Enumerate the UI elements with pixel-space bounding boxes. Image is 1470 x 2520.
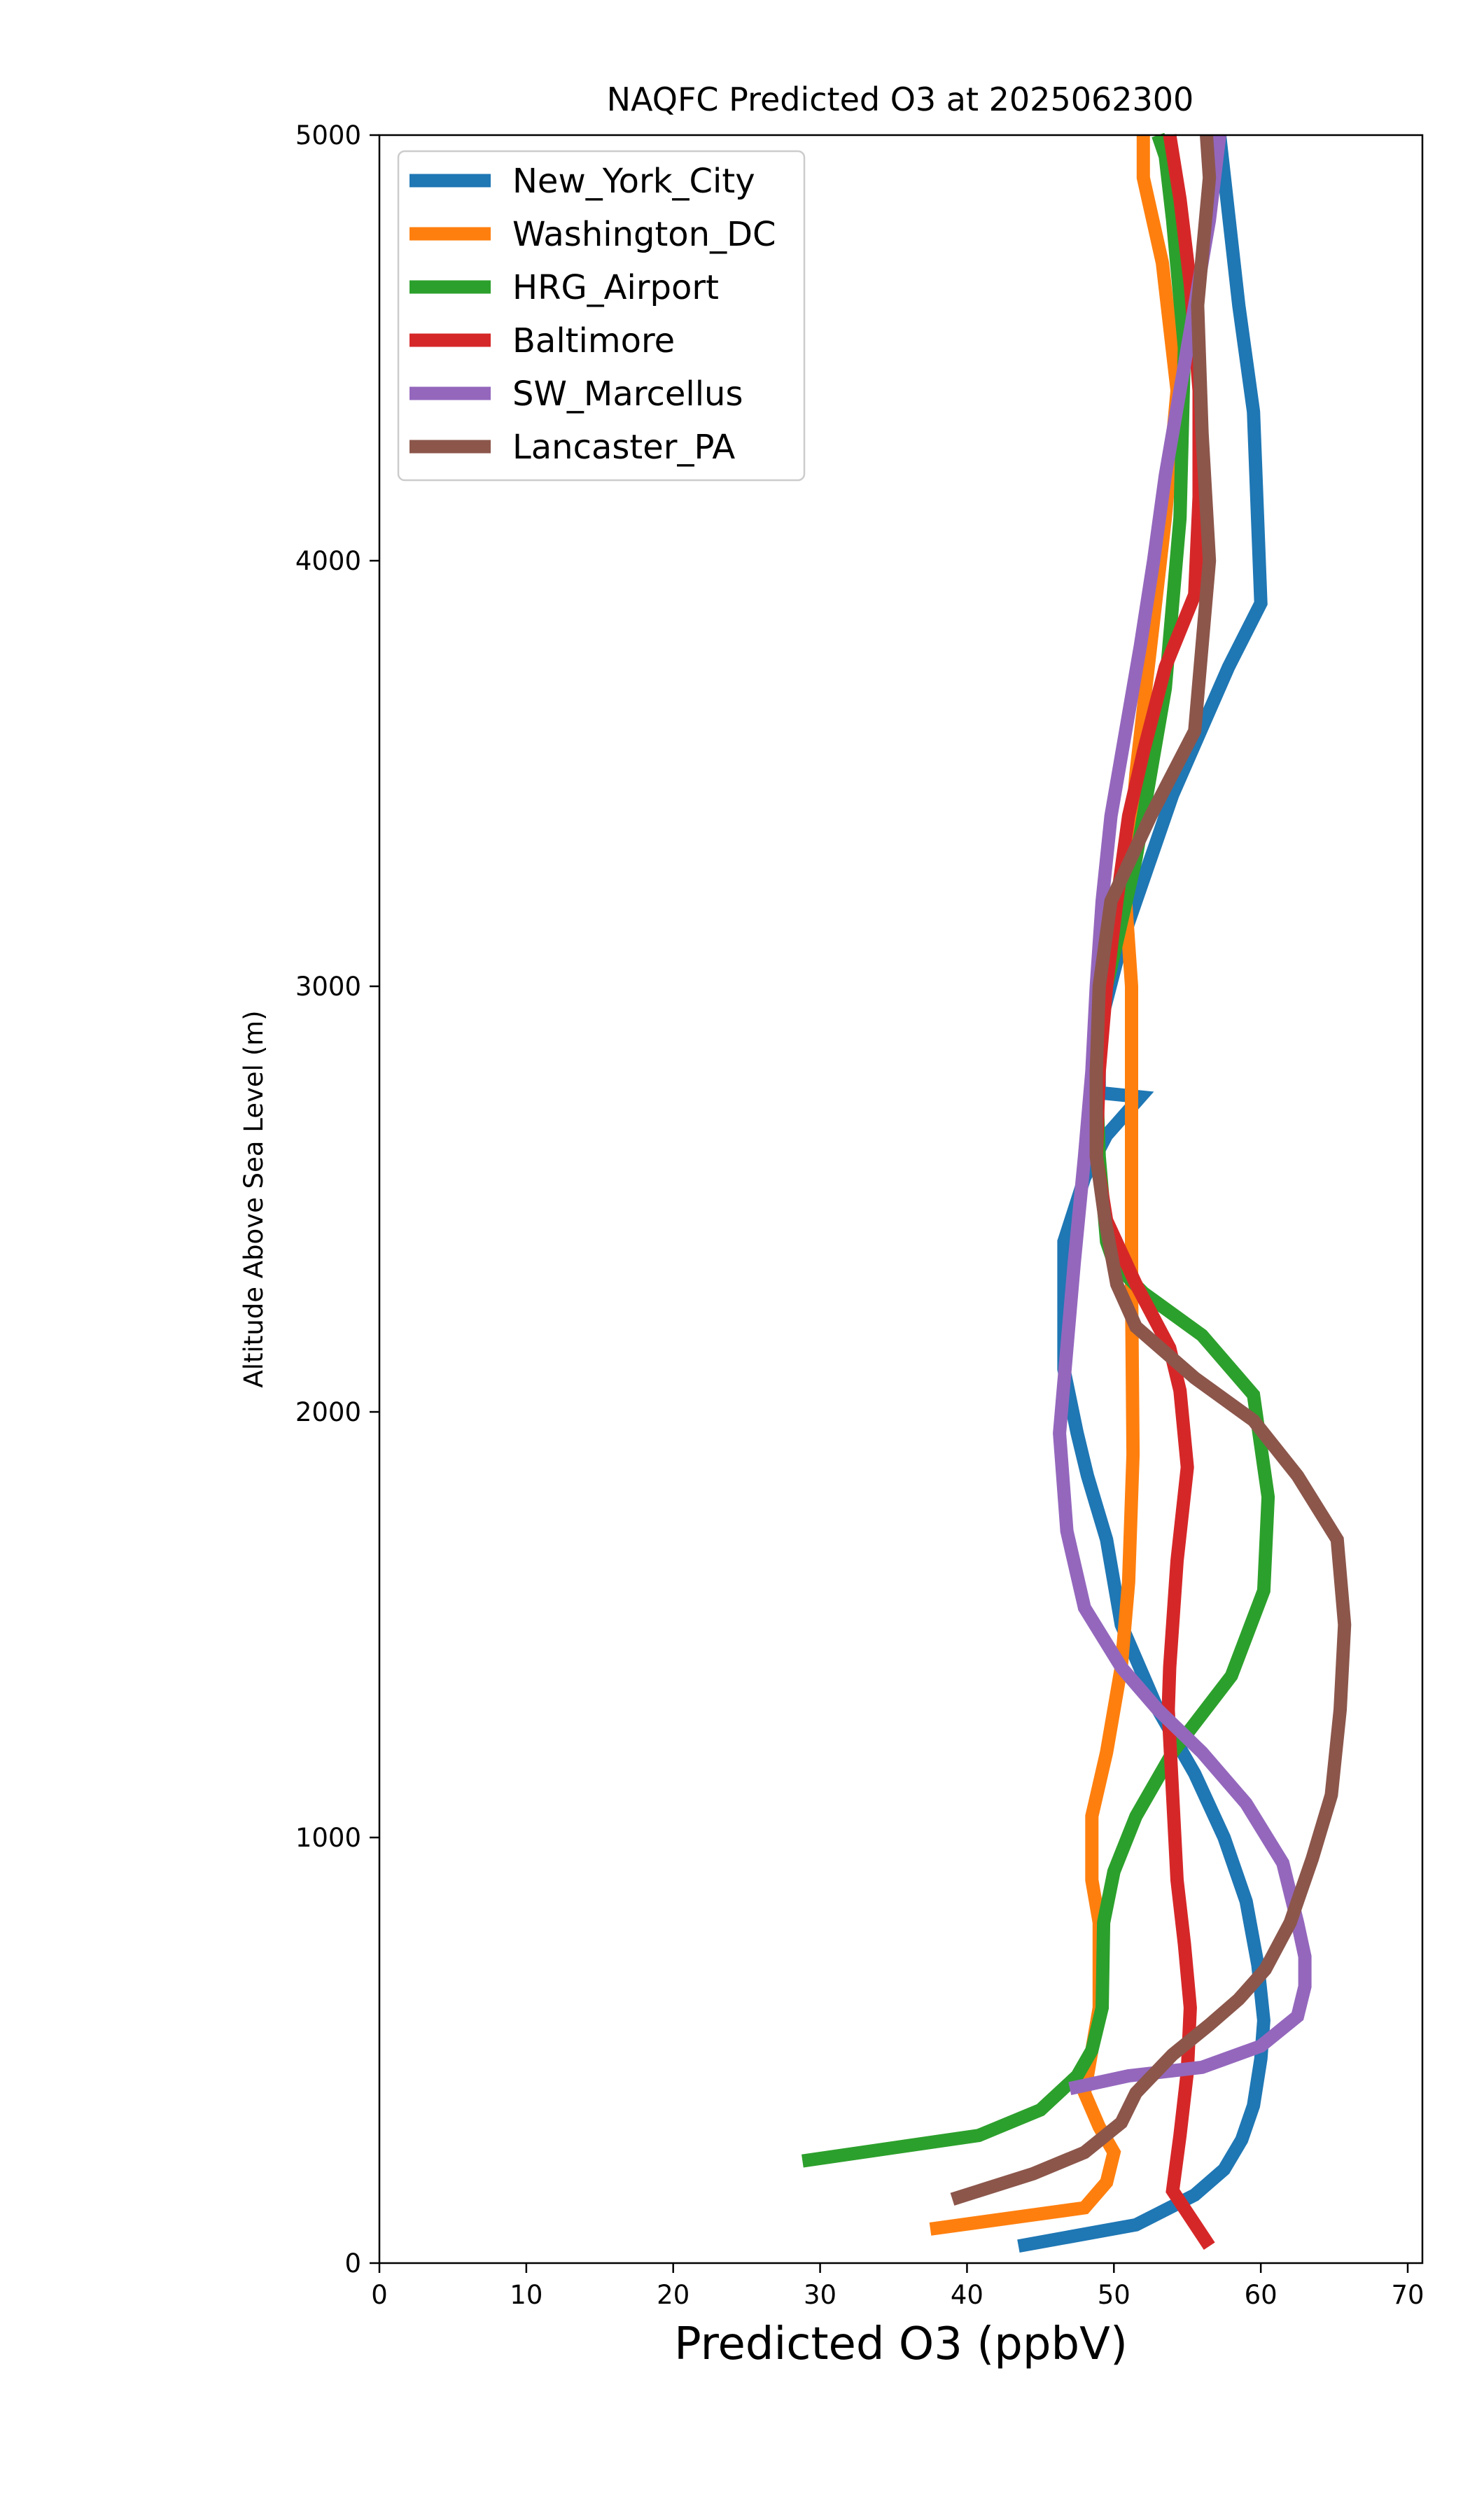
x-tick-label-5: 50 <box>1098 2280 1130 2310</box>
y-tick-label-3: 3000 <box>295 972 361 1002</box>
chart-title: NAQFC Predicted O3 at 2025062300 <box>607 80 1194 118</box>
series-line-3 <box>1089 134 1215 2250</box>
legend-label-4: SW_Marcellus <box>512 374 743 414</box>
x-tick-label-7: 70 <box>1391 2280 1424 2310</box>
legend-label-3: Baltimore <box>512 321 675 360</box>
y-tick-label-1: 1000 <box>295 1823 361 1853</box>
y-tick-label-4: 4000 <box>295 546 361 576</box>
y-tick-label-2: 2000 <box>295 1397 361 1427</box>
x-tick-label-4: 40 <box>951 2280 983 2310</box>
x-tick-label-6: 60 <box>1245 2280 1278 2310</box>
x-tick-label-0: 0 <box>371 2280 388 2310</box>
y-axis: 0 1000 2000 3000 4000 5000 <box>295 120 379 2278</box>
x-tick-label-3: 30 <box>804 2280 836 2310</box>
plot-area <box>802 132 1352 2253</box>
legend-label-5: Lancaster_PA <box>512 428 735 467</box>
legend-label-1: Washington_DC <box>512 215 776 254</box>
y-tick-label-5: 5000 <box>295 120 361 150</box>
x-axis: 0 10 20 30 40 50 60 70 <box>371 2263 1424 2310</box>
x-tick-label-1: 10 <box>510 2280 542 2310</box>
x-axis-label: Predicted O3 (ppbV) <box>674 2318 1128 2370</box>
series-line-5 <box>950 134 1352 2206</box>
legend: New_York_City Washington_DC HRG_Airport Bal… <box>397 150 806 482</box>
plot-frame <box>378 134 1424 2264</box>
legend-label-0: New_York_City <box>512 162 755 201</box>
y-tick-label-0: 0 <box>344 2248 361 2278</box>
series-line-4 <box>1053 134 1312 2095</box>
legend-label-2: HRG_Airport <box>512 268 719 307</box>
series-line-2 <box>802 132 1275 2168</box>
y-axis-label: Altitude Above Sea Level (m) <box>239 1010 269 1387</box>
x-tick-label-2: 20 <box>657 2280 690 2310</box>
series-line-0 <box>1017 134 1270 2253</box>
legend-box <box>397 150 806 482</box>
